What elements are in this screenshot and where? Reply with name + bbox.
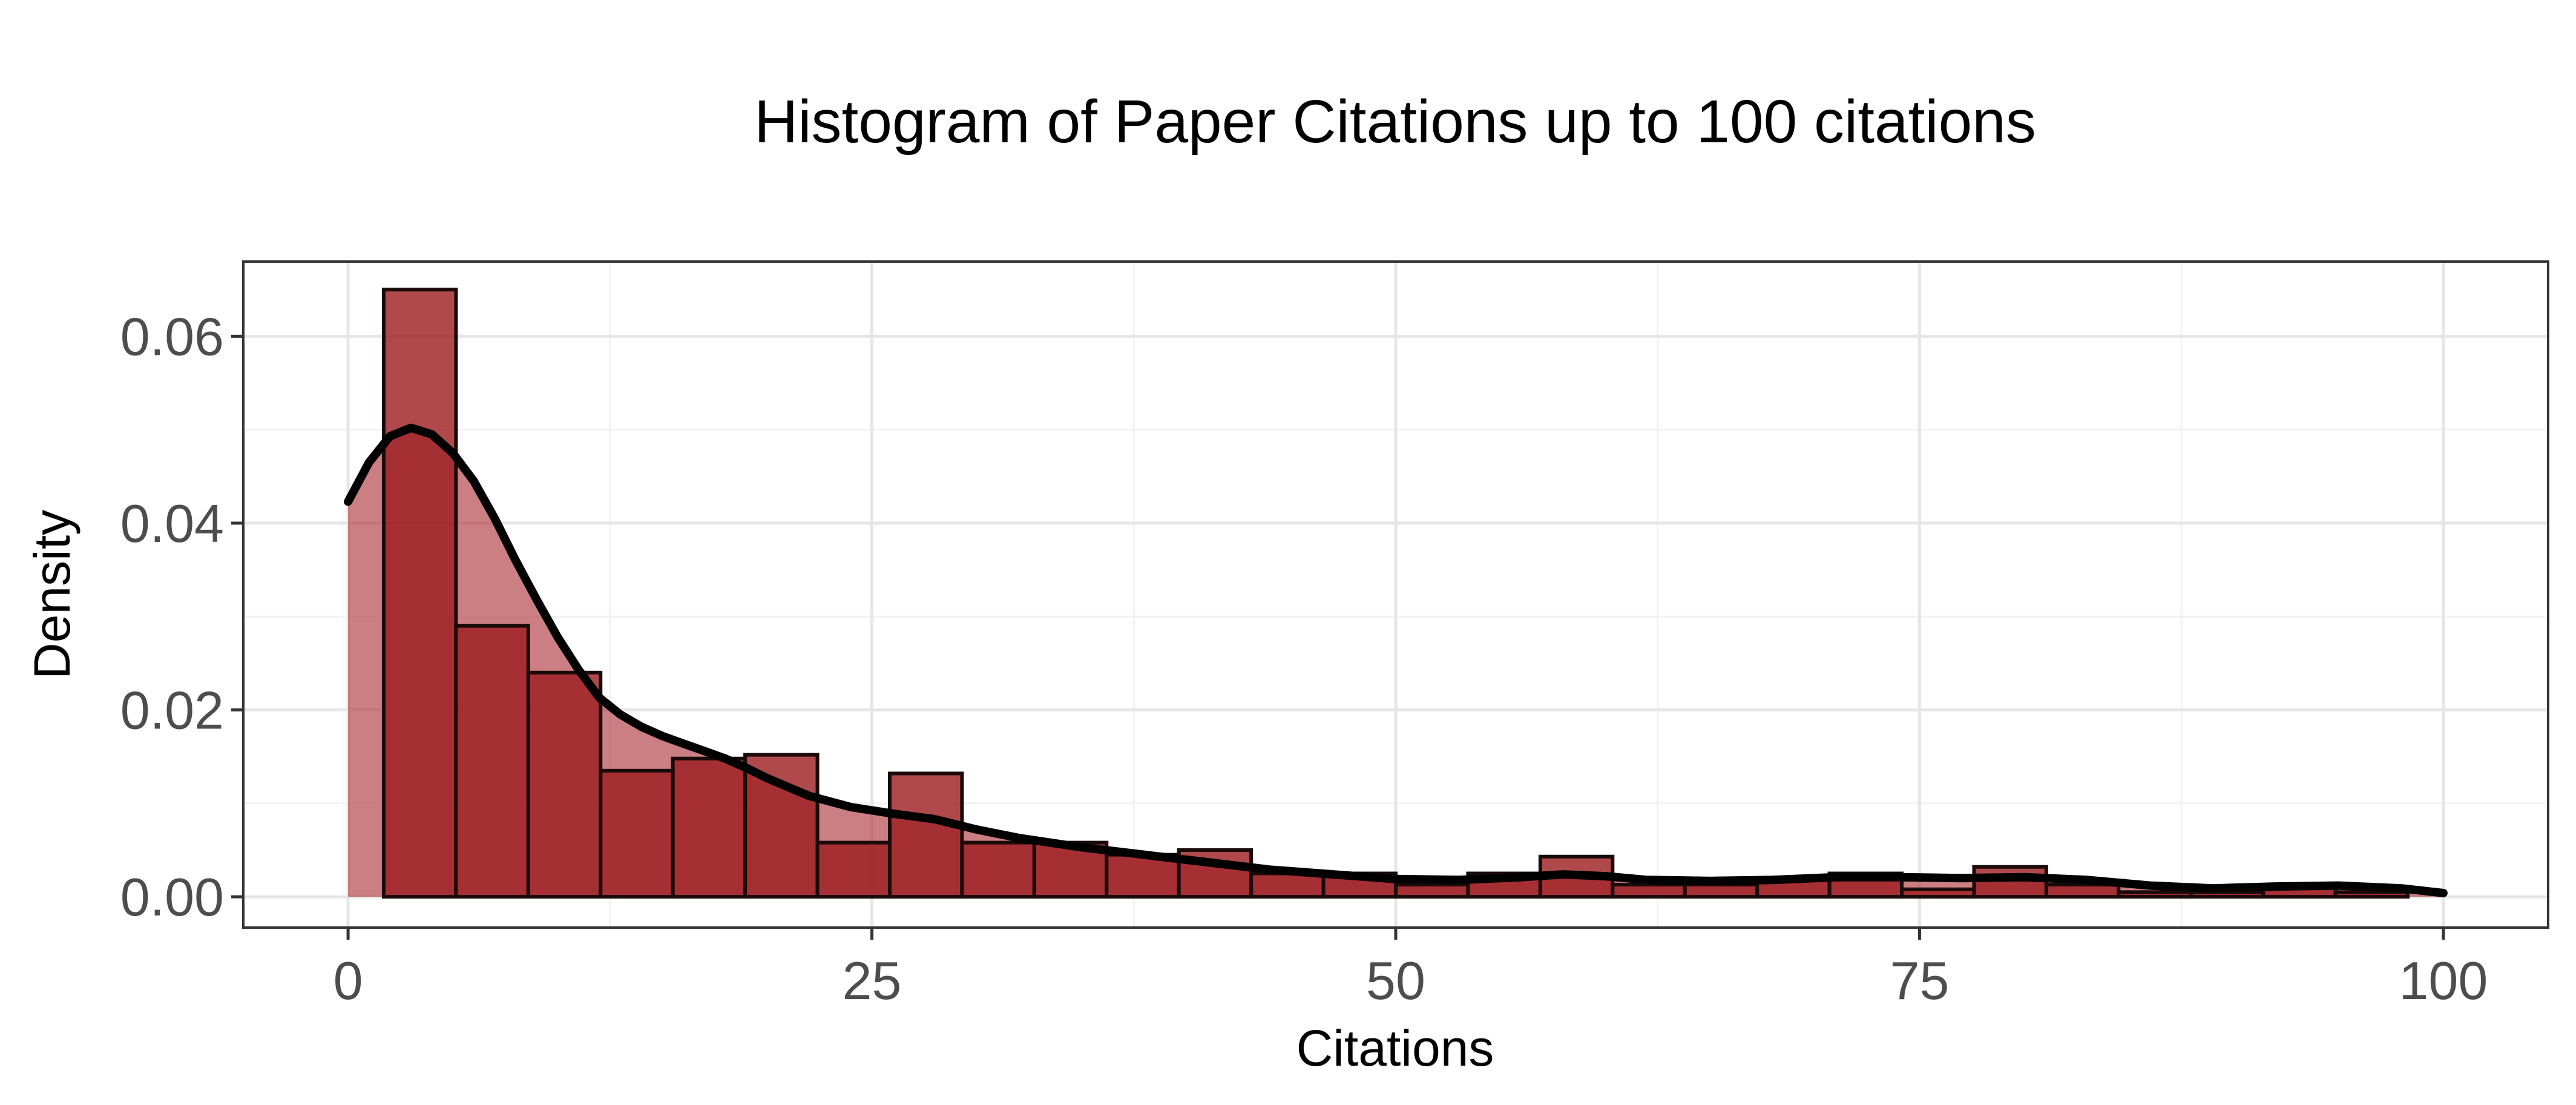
histogram-bar bbox=[1683, 883, 1760, 899]
x-axis-title: Citations bbox=[1296, 1020, 1494, 1077]
histogram-bar bbox=[815, 840, 892, 899]
histogram-bar bbox=[454, 624, 530, 899]
x-tick-label: 50 bbox=[1366, 951, 1425, 1011]
x-tick-label: 0 bbox=[334, 951, 363, 1011]
histogram-bar bbox=[887, 771, 964, 899]
y-axis-ticks: 0.00 0.02 0.04 0.06 bbox=[120, 306, 243, 927]
y-tick-label: 0.02 bbox=[120, 681, 224, 741]
x-axis-ticks: 0 25 50 75 100 bbox=[334, 928, 2488, 1011]
x-tick-label: 100 bbox=[2399, 951, 2488, 1011]
y-tick-label: 0.04 bbox=[120, 493, 224, 553]
histogram-bar bbox=[1900, 887, 1976, 899]
histogram-bar bbox=[2117, 890, 2193, 899]
density-curve-line bbox=[344, 423, 2448, 897]
chart-title: Histogram of Paper Citations up to 100 c… bbox=[754, 88, 2036, 156]
histogram-bar bbox=[381, 288, 458, 899]
histogram-bar bbox=[1611, 883, 1687, 899]
histogram-bar bbox=[599, 768, 675, 899]
x-tick-label: 75 bbox=[1890, 951, 1950, 1011]
histogram-bar bbox=[2189, 890, 2266, 899]
histogram-bar bbox=[1394, 883, 1470, 899]
histogram-bar bbox=[671, 756, 748, 899]
histogram-bars bbox=[381, 288, 2410, 899]
histogram-bar bbox=[960, 840, 1036, 899]
y-tick-label: 0.06 bbox=[120, 306, 224, 366]
histogram-bar bbox=[743, 753, 820, 899]
x-tick-label: 25 bbox=[843, 951, 902, 1011]
histogram-bar bbox=[2333, 890, 2410, 899]
histogram-bar bbox=[2044, 883, 2121, 899]
y-tick-label: 0.00 bbox=[120, 867, 224, 927]
histogram-bar bbox=[526, 670, 603, 899]
y-axis-title: Density bbox=[24, 510, 80, 679]
